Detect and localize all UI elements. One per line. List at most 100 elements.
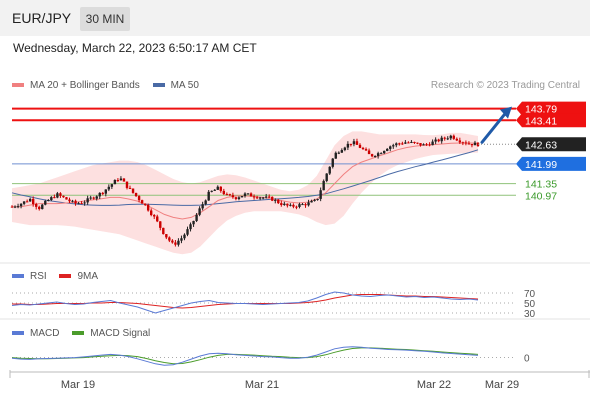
candle-up (410, 141, 413, 143)
candle-up (95, 196, 98, 199)
candle-down (38, 206, 41, 210)
candle-down (286, 203, 289, 206)
candle-down (443, 137, 446, 139)
chart-header: EUR/JPY 30 MIN (0, 0, 590, 36)
candle-down (219, 186, 222, 191)
rsi-9ma-swatch (59, 274, 72, 279)
candle-up (110, 184, 114, 187)
candle-down (62, 195, 65, 198)
candle-down (464, 142, 468, 144)
candle-down (292, 204, 295, 207)
candle-down (222, 190, 226, 195)
candle-down (277, 199, 280, 204)
candle-down (140, 200, 144, 204)
candle-up (373, 155, 377, 157)
candle-up (325, 173, 328, 181)
candle-down (80, 203, 83, 205)
candle-down (134, 192, 138, 197)
candle-down (428, 144, 431, 146)
candle-up (307, 202, 310, 206)
candle-up (449, 135, 452, 139)
candle-down (416, 142, 419, 144)
candle-down (156, 216, 159, 222)
time-axis: Mar 19 Mar 21 Mar 22 Mar 29 (0, 262, 590, 391)
level-label-resistance: 143.41 (525, 115, 557, 127)
candle-up (301, 204, 304, 206)
candle-up (243, 193, 247, 197)
candle-down (234, 197, 238, 199)
candle-up (319, 190, 322, 199)
candle-down (174, 242, 177, 245)
macd-legend: MACD MACD Signal (12, 328, 150, 340)
candle-up (13, 206, 17, 208)
candle-down (168, 237, 171, 241)
level-label-support: 141.35 (525, 179, 557, 191)
candle-down (401, 143, 404, 145)
candle-down (349, 143, 353, 145)
time-tick-label: Mar 19 (61, 379, 95, 391)
candle-down (143, 203, 147, 205)
candle-up (47, 200, 50, 202)
candle-up (313, 199, 316, 201)
candle-down (65, 197, 68, 200)
candle-up (210, 190, 213, 192)
candle-down (367, 150, 371, 155)
candle-up (352, 141, 356, 145)
candle-down (171, 240, 174, 243)
candle-down (165, 234, 168, 238)
candle-up (183, 234, 186, 239)
candle-down (228, 194, 232, 196)
candle-down (159, 221, 162, 228)
candle-up (83, 202, 86, 204)
candle-up (298, 204, 301, 207)
ma20-legend-label: MA 20 + Bollinger Bands (30, 80, 140, 91)
candle-down (361, 147, 365, 150)
macd-signal-swatch (72, 331, 85, 336)
timeframe-badge[interactable]: 30 MIN (80, 7, 130, 31)
time-tick-label: Mar 29 (485, 379, 519, 391)
candle-down (458, 140, 462, 143)
candle-up (237, 197, 241, 199)
candle-up (180, 238, 183, 241)
candle-down (252, 196, 256, 198)
candle-up (473, 142, 477, 146)
level-tag-resistance (516, 113, 586, 128)
candle-up (283, 203, 286, 206)
candle-up (331, 158, 334, 167)
candle-down (10, 206, 14, 208)
candle-up (56, 193, 59, 198)
candle-down (437, 139, 440, 142)
rsi-tick-label: 70 (524, 289, 536, 300)
level-tag-resistance (516, 101, 586, 116)
candle-down (25, 201, 29, 203)
candle-up (195, 214, 198, 221)
candle-down (92, 197, 95, 199)
macd-panel: 0 (11, 346, 530, 366)
candle-down (413, 141, 416, 143)
candle-up (328, 166, 331, 174)
candle-up (41, 204, 44, 210)
candle-up (404, 142, 407, 144)
level-label-support: 140.97 (525, 190, 557, 202)
time-tick-label: Mar 22 (417, 379, 451, 391)
candle-down (68, 199, 71, 202)
rsi-tick-label: 30 (524, 309, 536, 320)
candle-down (146, 204, 150, 211)
candle-down (358, 144, 362, 148)
macd-legend-label: MACD (30, 328, 60, 339)
candle-up (379, 153, 383, 155)
candle-up (274, 199, 277, 201)
candle-down (255, 197, 259, 199)
candle-down (53, 197, 56, 199)
candle-up (261, 197, 265, 199)
candle-up (337, 152, 341, 154)
time-tick-label: Mar 21 (245, 379, 279, 391)
candle-down (280, 203, 283, 206)
candle-down (425, 144, 428, 146)
candle-up (192, 220, 195, 225)
candle-up (289, 204, 292, 206)
candle-up (322, 180, 325, 191)
candle-up (104, 189, 108, 194)
candle-down (225, 194, 229, 196)
